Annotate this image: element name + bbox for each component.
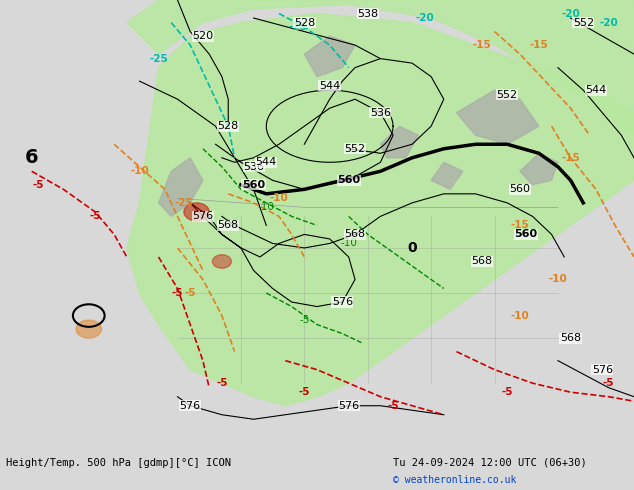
- Circle shape: [212, 255, 231, 268]
- Circle shape: [76, 320, 101, 338]
- Text: 568: 568: [560, 333, 581, 343]
- Polygon shape: [127, 14, 634, 406]
- Polygon shape: [127, 0, 634, 135]
- Text: 568: 568: [344, 229, 366, 240]
- Text: Height/Temp. 500 hPa [gdmp][°C] ICON: Height/Temp. 500 hPa [gdmp][°C] ICON: [6, 458, 231, 468]
- Text: 0: 0: [407, 241, 417, 255]
- Text: 576: 576: [192, 211, 214, 221]
- Text: -5: -5: [89, 211, 101, 221]
- Text: 536: 536: [243, 162, 264, 172]
- Text: -25: -25: [149, 53, 168, 64]
- Text: Tu 24-09-2024 12:00 UTC (06+30): Tu 24-09-2024 12:00 UTC (06+30): [393, 458, 587, 468]
- Text: -5: -5: [32, 180, 44, 190]
- Text: -25: -25: [288, 22, 307, 32]
- Text: -10: -10: [130, 166, 149, 176]
- Text: -25: -25: [174, 198, 193, 208]
- Polygon shape: [431, 162, 463, 189]
- Text: -5: -5: [216, 378, 228, 388]
- Text: 576: 576: [179, 401, 201, 411]
- Text: -10: -10: [258, 202, 275, 212]
- Text: 536: 536: [370, 108, 391, 118]
- Text: -10: -10: [510, 311, 529, 320]
- Text: -10: -10: [548, 274, 567, 285]
- Text: 576: 576: [592, 365, 613, 375]
- Text: 560: 560: [337, 175, 360, 185]
- Text: -5: -5: [184, 288, 196, 298]
- Text: -5: -5: [603, 378, 614, 388]
- Text: 552: 552: [496, 90, 518, 99]
- Polygon shape: [380, 126, 418, 158]
- Polygon shape: [158, 158, 203, 217]
- Text: -5: -5: [299, 315, 309, 325]
- Text: © weatheronline.co.uk: © weatheronline.co.uk: [393, 475, 517, 485]
- Text: 576: 576: [332, 297, 353, 307]
- Text: -15: -15: [561, 153, 580, 163]
- Text: 576: 576: [338, 401, 359, 411]
- Text: 544: 544: [256, 157, 277, 167]
- Polygon shape: [456, 90, 539, 144]
- Text: 560: 560: [515, 229, 538, 240]
- Polygon shape: [304, 36, 355, 76]
- Text: -5: -5: [172, 288, 183, 298]
- Text: -20: -20: [599, 18, 618, 27]
- Text: -10: -10: [340, 239, 357, 248]
- Text: -10: -10: [269, 194, 288, 203]
- Text: 552: 552: [344, 144, 366, 154]
- Text: 528: 528: [217, 121, 239, 131]
- Text: -15: -15: [529, 40, 548, 50]
- Text: 528: 528: [294, 18, 315, 27]
- Text: 560: 560: [242, 180, 265, 190]
- Text: -5: -5: [387, 401, 399, 411]
- Text: -20: -20: [415, 13, 434, 23]
- Text: 552: 552: [573, 18, 594, 27]
- Text: -15: -15: [510, 220, 529, 230]
- Text: 538: 538: [357, 8, 378, 19]
- Circle shape: [184, 203, 209, 221]
- Text: -5: -5: [501, 387, 513, 397]
- Text: 544: 544: [319, 81, 340, 91]
- Text: 520: 520: [192, 31, 214, 41]
- Text: 544: 544: [585, 85, 607, 95]
- Text: -20: -20: [561, 8, 580, 19]
- Text: 560: 560: [509, 184, 531, 195]
- Text: -5: -5: [299, 387, 310, 397]
- Text: 568: 568: [217, 220, 239, 230]
- Text: 568: 568: [471, 256, 493, 267]
- Text: -15: -15: [472, 40, 491, 50]
- Text: 6: 6: [25, 148, 39, 167]
- Polygon shape: [520, 153, 558, 185]
